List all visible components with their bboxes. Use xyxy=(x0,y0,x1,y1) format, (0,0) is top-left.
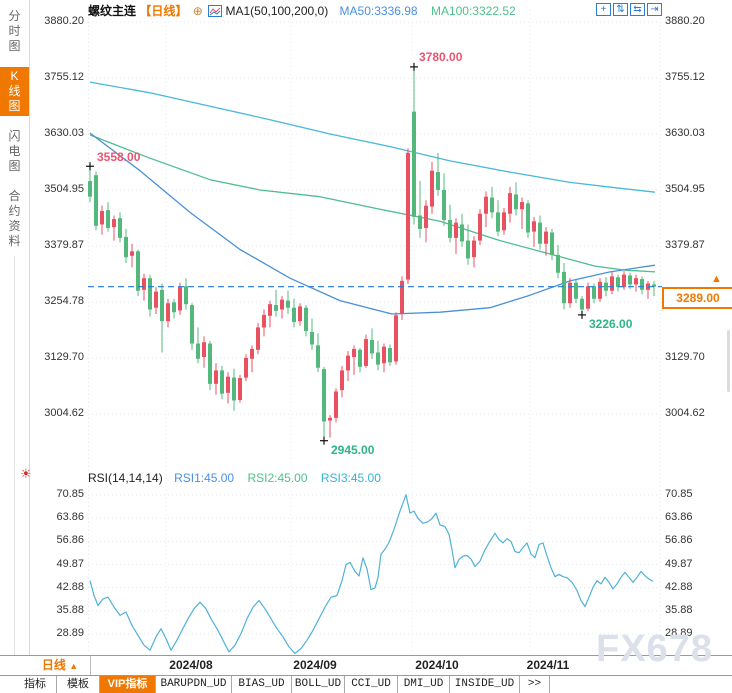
period-selector[interactable]: 日线 ▲ xyxy=(30,656,91,675)
rsi-axis-label: 35.88 xyxy=(665,603,693,616)
price-axis-label: 3254.78 xyxy=(44,295,84,307)
x-axis-date-label: 2024/08 xyxy=(169,658,213,672)
sidebar-item-闪电图[interactable]: 闪电图 xyxy=(8,129,21,173)
last-price-box: 3289.00 xyxy=(662,287,732,309)
rsi-axis-label: 63.86 xyxy=(56,511,84,524)
sidebar-gutter-divider xyxy=(14,256,15,693)
rsi-axis-label: 35.88 xyxy=(56,603,84,616)
rsi-axis-label: 42.88 xyxy=(56,580,84,593)
sidebar-item-分时图[interactable]: 分时图 xyxy=(8,9,21,53)
indicator-tab->>[interactable]: >> xyxy=(520,676,550,693)
rsi-axis-label: 70.85 xyxy=(56,488,84,500)
date-axis-row xyxy=(0,655,732,675)
period-tag: 【日线】 xyxy=(139,4,188,18)
price-axis-label: 3004.62 xyxy=(665,407,705,419)
symbol-name: 螺纹主连 xyxy=(88,4,137,18)
price-annotation: 3226.00 xyxy=(589,317,633,331)
rsi-axis-label: 42.88 xyxy=(665,580,693,593)
x-axis-scale-icon[interactable]: ⇆ xyxy=(630,3,645,16)
rsi1-value-label: RSI1:45.00 xyxy=(174,471,235,485)
price-annotation: 3558.00 xyxy=(97,150,141,164)
pan-move-icon[interactable]: + xyxy=(596,3,611,16)
indicator-tab-BIAS_UD[interactable]: BIAS_UD xyxy=(232,676,292,693)
price-axis-label: 3129.70 xyxy=(44,351,84,363)
price-axis-label: 3880.20 xyxy=(44,15,84,27)
rsi-axis-label: 56.86 xyxy=(665,534,693,547)
rsi-axis-label: 63.86 xyxy=(665,511,693,524)
price-axis-label: 3004.62 xyxy=(44,407,84,419)
indicator-tab-VIP指标[interactable]: VIP指标 xyxy=(100,676,156,693)
rsi-axis-label: 28.89 xyxy=(56,627,84,640)
rsi-axis-label: 56.86 xyxy=(56,534,84,547)
rsi2-value-label: RSI2:45.00 xyxy=(247,471,308,485)
period-dropdown-arrow-icon: ▲ xyxy=(69,661,79,671)
price-axis-label: 3379.87 xyxy=(665,239,705,251)
price-annotation: 2945.00 xyxy=(331,443,375,457)
indicator-tab-DMI_UD[interactable]: DMI_UD xyxy=(398,676,450,693)
price-axis-label: 3129.70 xyxy=(665,351,705,363)
x-axis-date-label: 2024/10 xyxy=(415,658,459,672)
indicator-tab-指标[interactable]: 指标 xyxy=(14,676,57,693)
price-annotation: 3780.00 xyxy=(419,50,463,64)
price-axis-label: 3630.03 xyxy=(44,127,84,139)
x-axis-date-label: 2024/11 xyxy=(526,658,570,672)
sidebar-item-合约资料[interactable]: 合约资料 xyxy=(8,189,21,248)
chart-legend: 螺纹主连 【日线】 ⊕ MA1(50,100,200,0) MA50:3336.… xyxy=(88,2,516,18)
tab-bar-corner-cell xyxy=(0,676,15,693)
period-label: 日线 xyxy=(41,658,66,672)
indicator-tab-BARUPDN_UD[interactable]: BARUPDN_UD xyxy=(156,676,232,693)
indicator-tab-CCI_UD[interactable]: CCI_UD xyxy=(345,676,398,693)
ma50-value-label: MA50:3336.98 xyxy=(339,4,418,18)
rsi-legend: RSI(14,14,14) RSI1:45.00 RSI2:45.00 RSI3… xyxy=(88,471,381,485)
indicator-tab-模板[interactable]: 模板 xyxy=(57,676,100,693)
price-axis-label: 3880.20 xyxy=(665,15,705,27)
y-axis-scale-icon[interactable]: ⇅ xyxy=(613,3,628,16)
add-indicator-icon[interactable]: ⊕ xyxy=(192,4,203,18)
rsi3-value-label: RSI3:45.00 xyxy=(320,471,381,485)
x-axis-date-label: 2024/09 xyxy=(293,658,337,672)
rsi-axis-label: 28.89 xyxy=(665,627,693,640)
scrollbar-thumb[interactable] xyxy=(727,330,730,392)
price-up-arrow-icon: ▲ xyxy=(711,273,722,285)
rsi-axis-label: 49.87 xyxy=(56,557,84,570)
price-axis-label: 3755.12 xyxy=(44,71,84,83)
indicator-settings-icon[interactable]: ☀ xyxy=(20,466,32,481)
price-axis-label: 3504.95 xyxy=(665,183,705,195)
indicator-tab-INSIDE_UD[interactable]: INSIDE_UD xyxy=(450,676,520,693)
chart-plot-area[interactable] xyxy=(0,0,732,655)
exit-right-icon[interactable]: ⇥ xyxy=(647,3,662,16)
ma100-value-label: MA100:3322.52 xyxy=(430,4,516,18)
indicator-tab-BOLL_UD[interactable]: BOLL_UD xyxy=(292,676,345,693)
ma-parameters-label: MA1(50,100,200,0) xyxy=(225,4,329,18)
mini-chart-icon xyxy=(208,5,223,17)
price-axis-label: 3630.03 xyxy=(665,127,705,139)
price-axis-label: 3379.87 xyxy=(44,239,84,251)
price-axis-label: 3504.95 xyxy=(44,183,84,195)
rsi-axis-label: 49.87 xyxy=(665,557,693,570)
chart-toolbar: + ⇅ ⇆ ⇥ xyxy=(596,3,662,16)
price-axis-label: 3755.12 xyxy=(665,71,705,83)
rsi-axis-label: 70.85 xyxy=(665,488,693,500)
rsi-name-label: RSI(14,14,14) xyxy=(88,471,163,485)
